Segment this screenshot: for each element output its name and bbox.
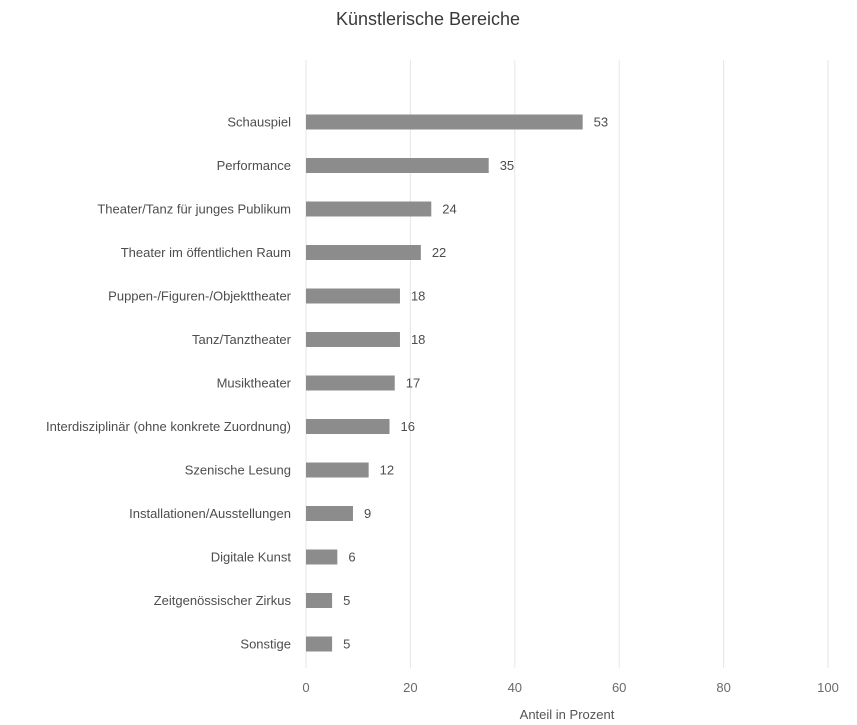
bar xyxy=(306,375,395,391)
x-tick-labels: 0 20 40 60 80 100 xyxy=(302,680,838,695)
bar xyxy=(306,201,432,217)
category-label: Installationen/Ausstellungen xyxy=(129,506,291,521)
x-tick-label: 0 xyxy=(302,680,309,695)
category-label: Musiktheater xyxy=(217,376,292,391)
x-tick-label: 100 xyxy=(817,680,839,695)
bar xyxy=(306,158,489,173)
bar xyxy=(306,549,338,565)
bar xyxy=(306,462,369,478)
category-label: Zeitgenössischer Zirkus xyxy=(154,593,292,608)
category-label: Theater im öffentlichen Raum xyxy=(121,245,291,260)
bars xyxy=(306,114,583,652)
data-label: 5 xyxy=(343,593,350,608)
bar xyxy=(306,288,400,304)
data-label: 5 xyxy=(343,637,350,652)
x-tick-label: 80 xyxy=(716,680,730,695)
data-label: 6 xyxy=(348,550,355,565)
category-labels: Schauspiel Performance Theater/Tanz für ju… xyxy=(46,115,292,652)
bar xyxy=(306,636,333,652)
category-label: Performance xyxy=(217,158,291,173)
data-label: 24 xyxy=(442,202,456,217)
data-label: 9 xyxy=(364,506,371,521)
data-label: 18 xyxy=(411,332,425,347)
category-label: Tanz/Tanztheater xyxy=(192,332,292,347)
data-label: 53 xyxy=(594,115,608,130)
bar xyxy=(306,114,583,130)
chart-title: Künstlerische Bereiche xyxy=(336,9,520,29)
category-label: Sonstige xyxy=(240,637,291,652)
data-label: 18 xyxy=(411,289,425,304)
bar xyxy=(306,332,400,347)
data-label: 12 xyxy=(380,463,394,478)
category-label: Theater/Tanz für junges Publikum xyxy=(97,202,291,217)
data-label: 22 xyxy=(432,245,446,260)
category-label: Schauspiel xyxy=(227,115,291,130)
data-label: 35 xyxy=(500,158,514,173)
bar xyxy=(306,245,421,260)
category-label: Szenische Lesung xyxy=(185,463,291,478)
data-label: 16 xyxy=(401,419,415,434)
grid-lines xyxy=(305,60,829,668)
value-labels: 53 35 24 22 18 18 17 16 12 9 6 5 5 xyxy=(343,115,608,652)
category-label: Puppen-/Figuren-/Objekttheater xyxy=(108,289,291,304)
x-tick-label: 60 xyxy=(612,680,626,695)
bar xyxy=(306,419,390,434)
x-tick-label: 20 xyxy=(403,680,417,695)
bar xyxy=(306,506,353,521)
x-tick-label: 40 xyxy=(508,680,522,695)
bar xyxy=(306,593,333,608)
data-label: 17 xyxy=(406,376,420,391)
x-axis-title: Anteil in Prozent xyxy=(520,707,615,722)
category-label: Interdisziplinär (ohne konkrete Zuordnun… xyxy=(46,419,291,434)
category-label: Digitale Kunst xyxy=(211,550,292,565)
